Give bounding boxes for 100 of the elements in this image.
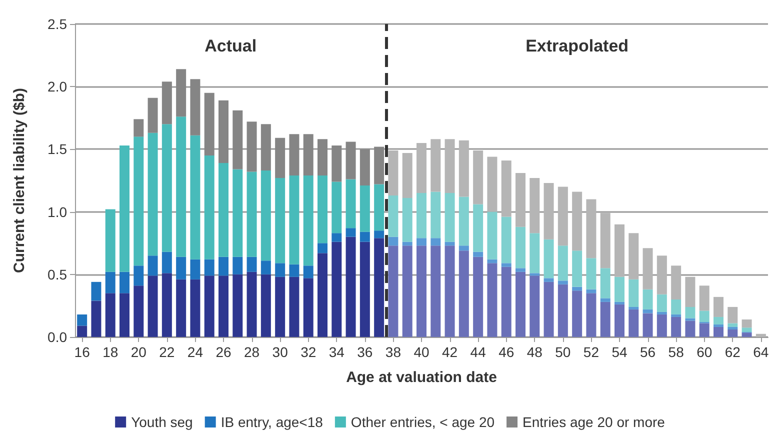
bar — [275, 263, 286, 277]
bar — [544, 282, 554, 337]
bar — [530, 276, 540, 337]
x-tick-label: 24 — [187, 344, 204, 360]
bar — [516, 272, 526, 337]
bar — [402, 152, 412, 198]
bar — [134, 286, 144, 337]
bar — [416, 142, 426, 194]
bar — [516, 172, 526, 227]
x-tick-label: 36 — [357, 344, 373, 360]
bar — [628, 306, 639, 310]
legend-label: Entries age 20 or more — [522, 414, 666, 430]
bar — [699, 323, 710, 337]
bar — [360, 186, 370, 232]
bar — [444, 193, 455, 242]
bar — [558, 246, 568, 281]
bar — [260, 274, 271, 337]
bar — [77, 326, 88, 337]
bar — [374, 146, 384, 184]
bar — [642, 289, 653, 310]
bar — [190, 135, 200, 260]
bar — [558, 284, 568, 337]
bar — [473, 252, 484, 257]
bar — [572, 250, 582, 287]
x-tick-label: 28 — [244, 344, 260, 360]
x-tick-label: 48 — [526, 344, 543, 360]
bar — [289, 276, 300, 337]
x-tick-label: 64 — [753, 344, 769, 360]
bar — [516, 226, 526, 268]
x-tick-label: 58 — [668, 344, 684, 360]
bar — [614, 224, 624, 277]
bar — [473, 256, 484, 337]
x-tick-label: 56 — [640, 344, 656, 360]
bar — [289, 264, 300, 277]
bar — [388, 150, 398, 196]
bar — [600, 302, 610, 337]
bar — [728, 329, 738, 337]
legend-label: Other entries, < age 20 — [350, 414, 495, 430]
bar — [600, 298, 610, 302]
bar — [105, 272, 116, 294]
bar — [544, 239, 554, 278]
bar — [91, 300, 102, 337]
bar — [572, 286, 582, 291]
x-tick-label: 46 — [498, 344, 514, 360]
bar — [671, 316, 682, 337]
bar — [246, 272, 257, 337]
bar — [318, 253, 328, 337]
bar — [685, 320, 696, 337]
bar — [487, 263, 498, 337]
bar — [473, 204, 484, 252]
bar — [600, 268, 610, 298]
bar — [530, 178, 540, 234]
bar — [332, 242, 342, 337]
bar — [162, 82, 172, 124]
bar — [685, 306, 696, 318]
bar — [204, 259, 214, 276]
y-axis-title: Current client liability ($b) — [11, 88, 28, 274]
bar — [204, 92, 214, 156]
bar — [303, 175, 314, 266]
bar — [501, 160, 512, 217]
x-tick-label: 40 — [414, 344, 430, 360]
bar — [162, 252, 172, 274]
bar — [416, 246, 426, 337]
x-tick-label: 26 — [216, 344, 232, 360]
bar — [614, 276, 624, 302]
bar — [728, 323, 738, 327]
bar — [134, 119, 144, 137]
y-tick-label: 2.0 — [48, 78, 68, 95]
bar — [77, 314, 88, 326]
bar — [642, 313, 653, 337]
bar — [487, 212, 498, 260]
bar — [246, 172, 257, 257]
bar — [628, 309, 639, 337]
bar — [572, 192, 582, 251]
bar — [360, 232, 370, 242]
bar — [176, 116, 186, 257]
bar — [586, 258, 596, 290]
bar — [699, 286, 710, 311]
bar — [558, 280, 568, 284]
bar — [600, 213, 610, 268]
y-tick-label: 0.0 — [48, 329, 68, 345]
bar — [289, 134, 300, 176]
bar — [628, 233, 639, 280]
bar — [162, 124, 172, 252]
bar — [374, 230, 384, 238]
annotation: Actual — [204, 36, 257, 56]
bar — [586, 289, 596, 294]
x-tick-label: 34 — [328, 344, 345, 360]
bar — [544, 183, 554, 240]
x-tick-label: 60 — [696, 344, 712, 360]
bar — [430, 238, 441, 246]
x-tick-label: 30 — [272, 344, 288, 360]
bar — [134, 136, 144, 266]
bar — [318, 175, 328, 244]
bar — [303, 278, 314, 337]
bar — [374, 184, 384, 231]
bar — [714, 296, 724, 317]
bar — [134, 266, 144, 286]
bar — [260, 260, 271, 274]
x-axis-title: Age at valuation date — [346, 369, 497, 386]
